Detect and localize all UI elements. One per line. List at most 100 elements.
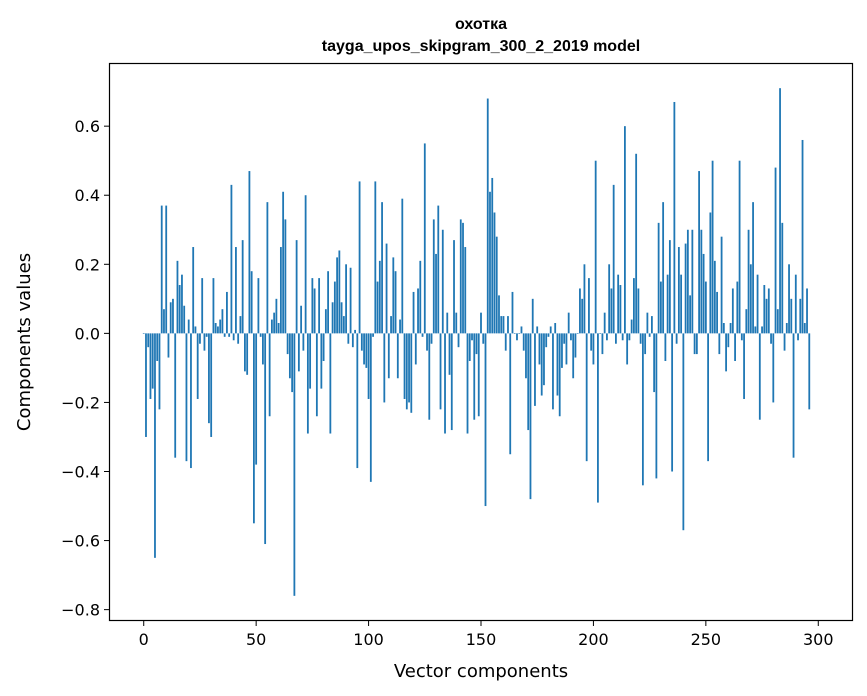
bar-289 — [792, 333, 795, 458]
bar-272 — [754, 326, 757, 334]
bar-37 — [226, 291, 228, 334]
bar-84 — [331, 302, 334, 334]
bar-187 — [563, 333, 566, 344]
bar-263 — [734, 333, 736, 361]
bar-81 — [324, 309, 327, 334]
bar-230 — [659, 281, 662, 334]
bar-101 — [369, 333, 372, 482]
bar-110 — [390, 316, 392, 334]
bar-2 — [147, 333, 150, 348]
bar-54 — [264, 333, 267, 545]
bar-270 — [749, 264, 752, 334]
y-tick-label: −0.6 — [61, 532, 100, 551]
bar-198 — [588, 278, 590, 334]
bar-128 — [430, 333, 433, 344]
bar-172 — [529, 333, 532, 500]
bar-244 — [691, 229, 694, 334]
bar-287 — [788, 264, 790, 334]
bar-170 — [525, 333, 527, 379]
bar-23 — [194, 326, 197, 334]
chart-title: охотка — [455, 16, 507, 33]
bar-51 — [257, 278, 260, 334]
bar-47 — [248, 171, 251, 334]
bar-80 — [322, 333, 325, 361]
bar-245 — [693, 333, 696, 355]
bar-102 — [372, 333, 374, 337]
bar-250 — [704, 281, 707, 334]
bar-203 — [599, 333, 602, 334]
bar-169 — [522, 333, 525, 351]
bar-63 — [284, 219, 287, 334]
bar-72 — [304, 195, 307, 334]
bar-190 — [570, 333, 572, 341]
bar-39 — [230, 184, 233, 334]
bar-13 — [172, 298, 174, 334]
bar-132 — [439, 333, 442, 410]
bar-138 — [453, 240, 455, 334]
bar-46 — [246, 333, 249, 375]
bar-105 — [378, 260, 381, 334]
bar-201 — [594, 160, 597, 334]
bar-160 — [502, 316, 505, 334]
bar-166 — [516, 333, 518, 341]
bar-68 — [295, 240, 298, 334]
bar-33 — [217, 326, 219, 334]
bar-205 — [603, 312, 606, 334]
bar-59 — [275, 298, 278, 334]
bar-292 — [799, 298, 802, 334]
bar-70 — [300, 305, 303, 334]
bar-229 — [657, 222, 660, 334]
bar-121 — [414, 333, 417, 365]
bar-41 — [235, 247, 237, 334]
bar-286 — [785, 323, 788, 334]
bar-282 — [776, 309, 779, 334]
bar-212 — [619, 285, 622, 334]
bar-179 — [545, 333, 548, 348]
bar-153 — [486, 98, 489, 334]
bar-125 — [423, 143, 426, 334]
bar-183 — [554, 323, 557, 334]
bar-159 — [500, 316, 503, 334]
bar-48 — [250, 271, 253, 334]
bar-30 — [210, 333, 213, 437]
bar-256 — [718, 333, 721, 355]
bar-241 — [684, 243, 687, 334]
bar-210 — [615, 333, 617, 344]
bar-273 — [756, 274, 759, 334]
bar-1 — [145, 333, 147, 437]
bar-154 — [489, 191, 491, 334]
bar-246 — [695, 333, 698, 355]
bar-237 — [675, 333, 678, 344]
bar-134 — [444, 333, 446, 434]
bar-14 — [174, 333, 177, 458]
bar-0 — [142, 333, 145, 334]
bar-19 — [185, 333, 188, 462]
bar-207 — [608, 264, 611, 334]
bar-180 — [547, 333, 550, 337]
bar-42 — [237, 333, 240, 344]
bar-149 — [477, 333, 480, 417]
bar-10 — [165, 205, 168, 334]
bar-204 — [601, 333, 604, 355]
bar-112 — [394, 271, 397, 334]
bar-164 — [511, 291, 514, 334]
bar-130 — [435, 253, 437, 334]
bar-118 — [408, 333, 410, 403]
bar-66 — [291, 333, 294, 393]
bar-220 — [637, 288, 640, 334]
bar-148 — [475, 333, 478, 355]
y-tick-label: −0.8 — [61, 601, 100, 620]
bar-155 — [491, 177, 494, 334]
x-tick-label: 100 — [353, 630, 384, 649]
bar-202 — [597, 333, 599, 503]
bar-141 — [459, 219, 462, 334]
bar-274 — [758, 333, 761, 420]
bar-225 — [648, 333, 651, 337]
x-tick-label: 300 — [803, 630, 834, 649]
bar-26 — [201, 278, 204, 334]
chart-subtitle: tayga_upos_skipgram_300_2_2019 model — [322, 38, 640, 55]
bar-73 — [306, 333, 309, 434]
bar-208 — [610, 288, 613, 334]
bar-188 — [565, 333, 568, 365]
